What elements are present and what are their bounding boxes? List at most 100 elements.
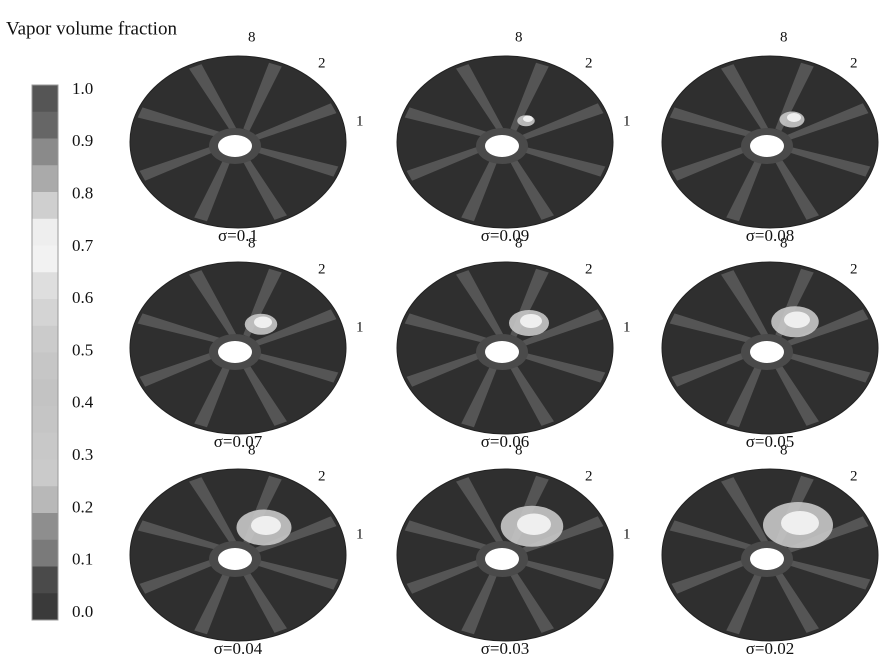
colorbar-band xyxy=(32,486,58,514)
impeller-blade xyxy=(239,360,287,426)
impeller-blade xyxy=(461,152,500,222)
impeller-hub xyxy=(218,135,252,157)
impeller-blade xyxy=(721,477,769,543)
colorbar-band xyxy=(32,218,58,246)
impeller-panel: 8 2 1 σ=0.07 xyxy=(129,235,364,451)
impeller-blade xyxy=(671,556,755,594)
colorbar-band xyxy=(32,192,58,220)
impeller-blade xyxy=(137,107,225,138)
colorbar-band xyxy=(32,85,58,113)
impeller-blade xyxy=(189,64,237,130)
impeller-blade xyxy=(771,360,819,426)
impeller-blade xyxy=(406,143,490,181)
blade-label: 1 xyxy=(356,113,364,129)
blade-label: 8 xyxy=(780,442,788,458)
panel-caption: σ=0.04 xyxy=(214,639,263,658)
panel-caption: σ=0.06 xyxy=(481,432,530,451)
panel-caption: σ=0.02 xyxy=(746,639,795,658)
impeller-blade xyxy=(139,556,223,594)
impeller-blade xyxy=(771,567,819,633)
colorbar-label: 0.6 xyxy=(72,288,93,307)
cavity-core xyxy=(520,314,542,328)
blade-label: 1 xyxy=(356,526,364,542)
blade-label: 8 xyxy=(515,442,523,458)
impeller-panel: 8 2 1 σ=0.04 xyxy=(129,442,364,658)
impeller-blade xyxy=(189,477,237,543)
colorbar-band xyxy=(32,325,58,353)
impeller-blade xyxy=(783,559,871,590)
colorbar-label: 0.4 xyxy=(72,393,94,412)
panel-caption: σ=0.03 xyxy=(481,639,530,658)
impeller-blade xyxy=(669,313,757,344)
colorbar-band xyxy=(32,432,58,460)
impeller-hub xyxy=(218,341,252,363)
blade-label: 1 xyxy=(623,113,631,129)
colorbar-band xyxy=(32,379,58,407)
impeller-blade xyxy=(520,309,604,347)
panel-caption: σ=0.1 xyxy=(218,226,258,245)
panel-caption: σ=0.08 xyxy=(746,226,795,245)
impeller-blade xyxy=(518,352,606,383)
impeller-blade xyxy=(253,516,337,554)
colorbar-band xyxy=(32,138,58,166)
impeller-blade xyxy=(194,565,233,635)
impeller-blade xyxy=(671,143,755,181)
impeller-blade xyxy=(785,309,869,347)
blade-label: 2 xyxy=(585,55,593,71)
blade-label: 8 xyxy=(780,29,788,45)
impeller-blade xyxy=(721,64,769,130)
impeller-blade xyxy=(243,62,282,132)
colorbar-label: 0.9 xyxy=(72,131,93,150)
blade-label: 2 xyxy=(585,261,593,277)
impeller-blade xyxy=(783,352,871,383)
impeller-blade xyxy=(510,62,549,132)
colorbar-label: 0.8 xyxy=(72,184,93,203)
colorbar-label: 0.0 xyxy=(72,602,93,621)
cavity-core xyxy=(784,311,810,328)
blade-label: 8 xyxy=(515,235,523,251)
colorbar-band xyxy=(32,352,58,380)
panel-caption: σ=0.07 xyxy=(214,432,263,451)
impeller-blade xyxy=(139,143,223,181)
impeller-blade xyxy=(239,567,287,633)
panels: 821σ=0.1821σ=0.09821σ=0.08821σ=0.07821σ=… xyxy=(129,29,879,658)
impeller-blade xyxy=(785,103,869,141)
colorbar-label: 0.5 xyxy=(72,340,93,359)
blade-label: 8 xyxy=(515,29,523,45)
blade-label: 8 xyxy=(780,235,788,251)
colorbar-label: 0.7 xyxy=(72,236,94,255)
figure-title: Vapor volume fraction xyxy=(6,18,177,39)
impeller-blade xyxy=(506,360,554,426)
impeller-blade xyxy=(137,520,225,551)
impeller-panel: 8 2 1 σ=0.09 xyxy=(396,29,631,245)
colorbar-band xyxy=(32,539,58,567)
impeller-blade xyxy=(456,64,504,130)
impeller-panel: 8 2 1 σ=0.1 xyxy=(129,29,364,245)
panel-caption: σ=0.05 xyxy=(746,432,795,451)
impeller-blade xyxy=(406,349,490,387)
impeller-blade xyxy=(518,559,606,590)
colorbar-label: 1.0 xyxy=(72,79,93,98)
blade-label: 8 xyxy=(248,442,256,458)
impeller-blade xyxy=(137,313,225,344)
blade-label: 1 xyxy=(623,319,631,335)
colorbar-label: 0.2 xyxy=(72,497,93,516)
impeller-blade xyxy=(506,154,554,220)
blade-label: 2 xyxy=(318,55,326,71)
impeller-blade xyxy=(726,358,765,428)
impeller-blade xyxy=(506,567,554,633)
impeller-blade xyxy=(139,349,223,387)
impeller-hub xyxy=(750,135,784,157)
impeller-hub xyxy=(218,548,252,570)
blade-label: 1 xyxy=(356,319,364,335)
impeller-blade xyxy=(251,559,339,590)
colorbar-frame xyxy=(31,84,59,621)
impeller-blade xyxy=(404,520,492,551)
blade-label: 2 xyxy=(850,468,858,484)
panel-caption: σ=0.09 xyxy=(481,226,530,245)
blade-label: 2 xyxy=(585,468,593,484)
impeller-blade xyxy=(726,565,765,635)
